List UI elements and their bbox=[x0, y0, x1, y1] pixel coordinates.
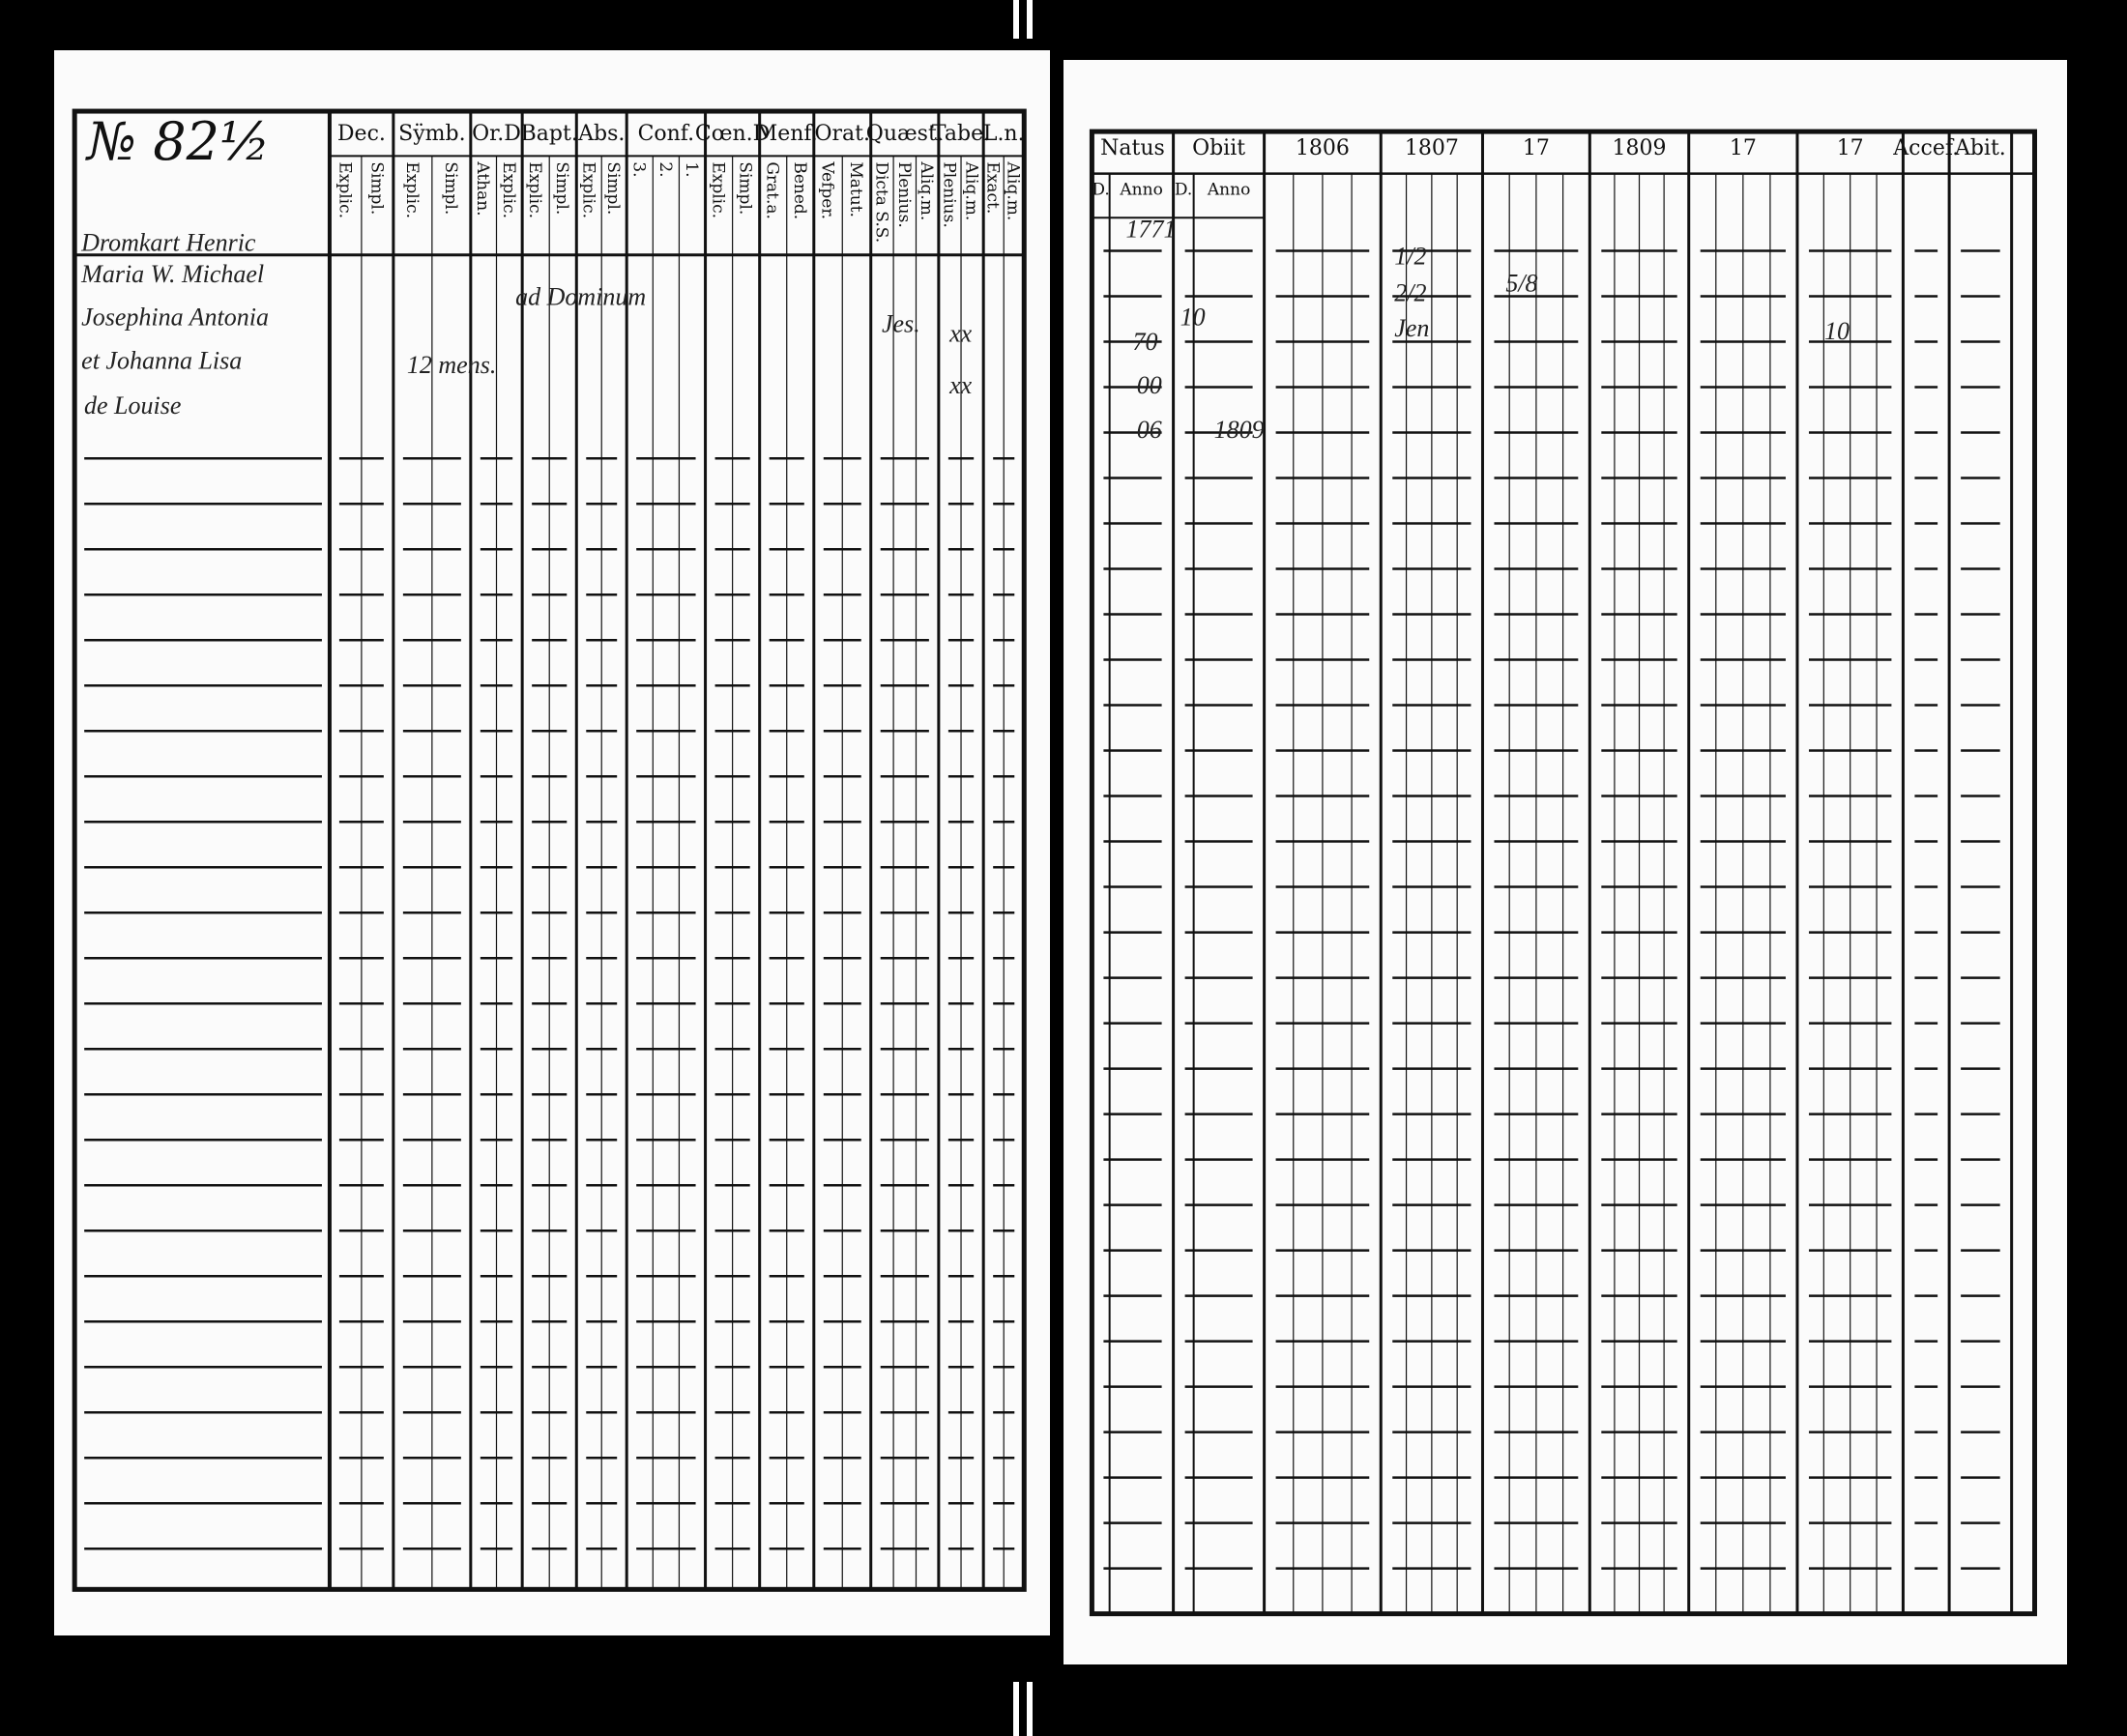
entry-note: 06 bbox=[1137, 416, 1162, 444]
column-subheader: Simpl. bbox=[603, 161, 623, 215]
column-header: Sÿmb. bbox=[398, 122, 465, 146]
entry-note: ad Dominum bbox=[515, 283, 646, 311]
column-header: Tabe. bbox=[932, 122, 990, 146]
column-subheader: Explic. bbox=[499, 161, 518, 218]
column-subheader: Simpl. bbox=[736, 161, 755, 215]
column-header: Natus bbox=[1100, 136, 1165, 160]
entry-name: Dromkart Henric bbox=[80, 229, 256, 257]
column-subheader: Aliq.m. bbox=[1004, 160, 1023, 220]
column-subheader: Aliq.m. bbox=[917, 160, 936, 220]
column-header: Menf. bbox=[756, 122, 818, 146]
column-subheader: Plenius. bbox=[939, 161, 958, 227]
column-header: Orat. bbox=[815, 122, 871, 146]
column-subheader: Aliq.m. bbox=[962, 160, 981, 220]
entry-note: Jes. bbox=[882, 310, 920, 338]
entry-note: 10 bbox=[1824, 317, 1850, 345]
column-header: Or.D bbox=[472, 122, 521, 146]
entry-note: 00 bbox=[1137, 371, 1162, 399]
column-subheader: Explic. bbox=[335, 161, 354, 218]
column-header: L.n. bbox=[983, 122, 1025, 146]
binding bbox=[1027, 1682, 1033, 1736]
column-subheader: D. bbox=[1175, 181, 1192, 200]
column-header: 1807 bbox=[1405, 136, 1459, 160]
column-subheader: Matut. bbox=[846, 161, 865, 217]
column-header: Abit. bbox=[1954, 136, 2006, 160]
entry-note: 12 mens. bbox=[407, 351, 496, 379]
entry-note: 10 bbox=[1180, 304, 1206, 332]
entry-note: 2/2 bbox=[1394, 278, 1426, 306]
column-subheader: Anno bbox=[1119, 181, 1162, 200]
binding bbox=[1013, 0, 1019, 39]
entry-note: xx bbox=[948, 371, 973, 399]
right-page bbox=[1064, 60, 2067, 1664]
column-header: Accef. bbox=[1892, 136, 1959, 160]
column-subheader: Simpl. bbox=[552, 161, 571, 215]
entry-note: 70 bbox=[1133, 328, 1158, 356]
binding bbox=[1027, 0, 1033, 39]
column-header: 1806 bbox=[1296, 136, 1350, 160]
entry-name: Josephina Antonia bbox=[81, 304, 269, 332]
column-header: Bapt. bbox=[521, 122, 578, 146]
column-subheader: Explic. bbox=[402, 161, 422, 218]
column-header: Quæst. bbox=[866, 122, 944, 146]
column-header: 17 bbox=[1523, 136, 1550, 160]
column-subheader: Simpl. bbox=[441, 161, 460, 215]
column-subheader: 2. bbox=[656, 161, 675, 177]
column-subheader: Athan. bbox=[473, 160, 492, 216]
entry-note: 1809 bbox=[1214, 416, 1265, 444]
column-header: Cœn.D bbox=[695, 122, 770, 146]
column-subheader: Plenius. bbox=[894, 161, 914, 227]
column-header: 1809 bbox=[1613, 136, 1667, 160]
binding bbox=[1013, 1682, 1019, 1736]
entry-note: xx bbox=[948, 320, 973, 348]
column-subheader: Explic. bbox=[525, 161, 544, 218]
column-header: 17 bbox=[1837, 136, 1864, 160]
entry-name: Maria W. Michael bbox=[80, 260, 264, 288]
column-subheader: Grat.a. bbox=[763, 161, 782, 219]
column-subheader: Dicta S.S. bbox=[871, 161, 890, 243]
column-subheader: 3. bbox=[629, 161, 649, 177]
entry-note: 5/8 bbox=[1505, 270, 1537, 298]
column-subheader: D. bbox=[1092, 181, 1109, 200]
column-header: Abs. bbox=[577, 122, 625, 146]
column-subheader: Explic. bbox=[709, 161, 728, 218]
column-subheader: Explic. bbox=[578, 161, 597, 218]
register-number: № 82½ bbox=[85, 111, 270, 172]
column-header: Dec. bbox=[337, 122, 386, 146]
column-subheader: 1. bbox=[682, 161, 701, 177]
entry-note: 1771 bbox=[1125, 216, 1176, 244]
entry-name: et Johanna Lisa bbox=[81, 347, 242, 375]
column-header: Obiit bbox=[1192, 136, 1245, 160]
entry-note: Jen bbox=[1394, 314, 1429, 342]
column-subheader: Anno bbox=[1207, 181, 1250, 200]
table-frame bbox=[1089, 129, 2038, 1617]
column-subheader: Bened. bbox=[790, 161, 809, 219]
entry-name: de Louise bbox=[84, 391, 181, 420]
column-header: 17 bbox=[1730, 136, 1757, 160]
column-header: Conf. bbox=[638, 122, 695, 146]
column-subheader: Exact. bbox=[983, 161, 1003, 214]
column-subheader: Simpl. bbox=[366, 161, 386, 215]
column-subheader: Vefper. bbox=[818, 160, 837, 219]
entry-note: 1/2 bbox=[1394, 243, 1426, 271]
left-page bbox=[54, 50, 1050, 1635]
